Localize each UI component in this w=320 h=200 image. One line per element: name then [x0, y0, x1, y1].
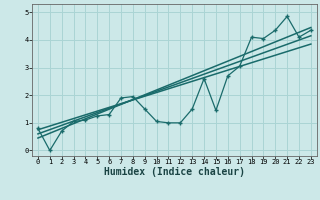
X-axis label: Humidex (Indice chaleur): Humidex (Indice chaleur)	[104, 167, 245, 177]
